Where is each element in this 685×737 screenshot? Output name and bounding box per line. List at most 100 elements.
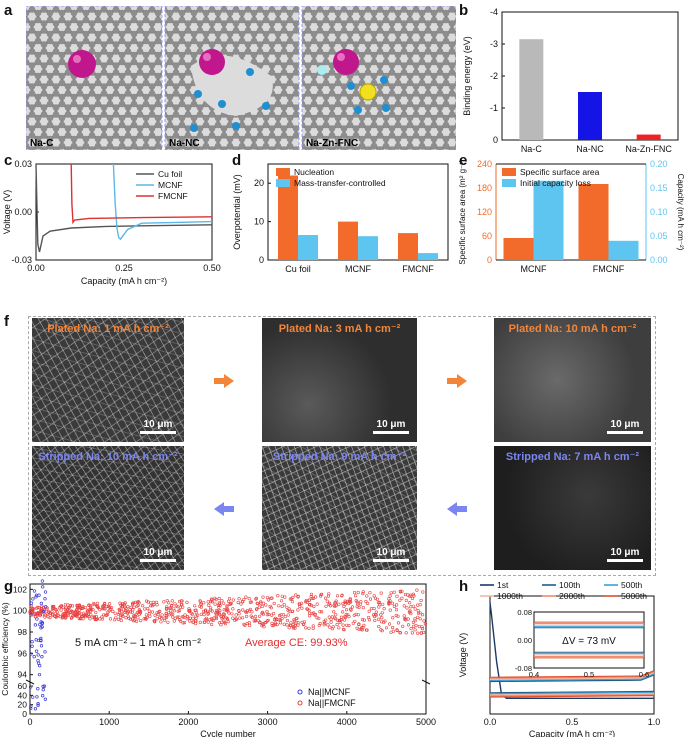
data-point — [377, 605, 381, 609]
data-point — [222, 612, 226, 617]
data-point — [64, 606, 68, 610]
data-point — [37, 672, 42, 677]
data-point — [43, 597, 47, 601]
legend-label: 1st — [497, 580, 509, 590]
data-point — [241, 608, 245, 612]
data-point — [347, 614, 351, 619]
data-point — [139, 618, 143, 623]
data-point — [408, 601, 412, 605]
x-axis-label: Capacity (mA h cm⁻²) — [81, 276, 167, 286]
data-point — [32, 589, 37, 593]
data-point — [312, 604, 316, 609]
data-point — [33, 707, 38, 711]
data-point — [402, 604, 406, 608]
data-point — [394, 613, 398, 618]
data-point — [170, 599, 174, 603]
data-point — [410, 596, 415, 601]
data-point — [356, 590, 360, 595]
data-point — [373, 618, 377, 623]
data-point — [345, 600, 349, 604]
y-tick-label: 10 — [254, 217, 264, 227]
data-point — [59, 608, 63, 612]
data-point — [380, 616, 384, 620]
data-point — [136, 603, 140, 607]
data-point — [43, 697, 48, 701]
data-point — [422, 619, 426, 623]
data-point — [36, 605, 40, 610]
y-axis-label: Specific surface area (m² g⁻¹) — [458, 159, 467, 264]
data-point — [352, 591, 357, 595]
data-point — [66, 611, 70, 615]
data-point — [377, 617, 381, 621]
data-point — [132, 619, 136, 623]
data-point — [384, 626, 389, 630]
data-point — [43, 590, 48, 594]
bar-mass-transfer-controlled — [298, 235, 318, 260]
data-point — [69, 609, 73, 613]
data-point — [29, 652, 33, 656]
data-point — [191, 620, 195, 624]
data-point — [308, 611, 312, 615]
average-ce-annotation: Average CE: 99.93% — [245, 637, 348, 649]
plot-frame — [489, 595, 655, 715]
data-point — [380, 629, 384, 633]
data-point — [237, 609, 241, 613]
data-point — [100, 615, 104, 619]
data-point — [409, 626, 413, 631]
legend-label: Specific surface area — [520, 167, 600, 177]
data-point — [77, 608, 82, 612]
data-point — [337, 626, 341, 630]
data-point — [102, 607, 106, 611]
legend-label: 100th — [559, 580, 581, 590]
legend-swatch — [276, 179, 290, 187]
data-point — [191, 616, 195, 620]
inset-x-tick-label: 0.5 — [584, 670, 594, 679]
x-axis-label: Capacity (mA h cm⁻²) — [529, 729, 615, 737]
data-point — [398, 589, 402, 593]
data-point — [120, 613, 125, 617]
data-point — [260, 623, 264, 628]
data-point — [92, 602, 96, 607]
chart-h-voltage-profiles: 0.0 0.5 1.0 1st 100th 500th 1000th 2000th 5000th… — [458, 580, 660, 737]
y-tick-label: -0.03 — [11, 255, 32, 265]
data-point — [210, 622, 214, 627]
y-tick-label: 102 — [13, 584, 27, 594]
data-point — [142, 617, 146, 621]
data-point — [288, 597, 293, 601]
bar-mass-transfer-controlled — [418, 253, 438, 260]
data-point — [276, 594, 280, 598]
data-point — [132, 614, 136, 618]
y-tick-label: 20 — [18, 700, 28, 710]
data-point — [136, 600, 140, 604]
data-point — [296, 594, 300, 598]
data-point — [186, 615, 190, 619]
data-point — [135, 619, 139, 623]
data-point — [359, 627, 363, 631]
data-point — [36, 687, 40, 691]
data-point — [292, 625, 296, 629]
data-point — [287, 626, 291, 630]
data-point — [188, 616, 192, 620]
data-point — [36, 658, 40, 663]
data-point — [309, 592, 314, 596]
scale-bar: 10 μm — [140, 419, 176, 434]
data-point — [124, 606, 128, 611]
data-point — [417, 624, 422, 629]
data-point — [362, 618, 366, 622]
data-point — [39, 601, 44, 606]
data-point — [368, 591, 372, 595]
series-line-fmcnf — [70, 163, 213, 225]
data-point — [327, 592, 331, 596]
legend-label: 1000th — [497, 591, 523, 601]
data-point — [270, 621, 274, 626]
x-tick-label: 3000 — [258, 717, 278, 727]
data-point — [253, 619, 257, 623]
legend-label: Na||MCNF — [308, 687, 351, 697]
sem-plated-3: Plated Na: 3 mA h cm⁻² 10 μm — [262, 318, 417, 442]
scale-bar: 10 μm — [373, 547, 409, 562]
data-point — [75, 603, 79, 608]
data-point — [47, 610, 51, 614]
data-point — [403, 617, 407, 621]
data-point — [309, 603, 314, 607]
data-point — [119, 609, 124, 613]
